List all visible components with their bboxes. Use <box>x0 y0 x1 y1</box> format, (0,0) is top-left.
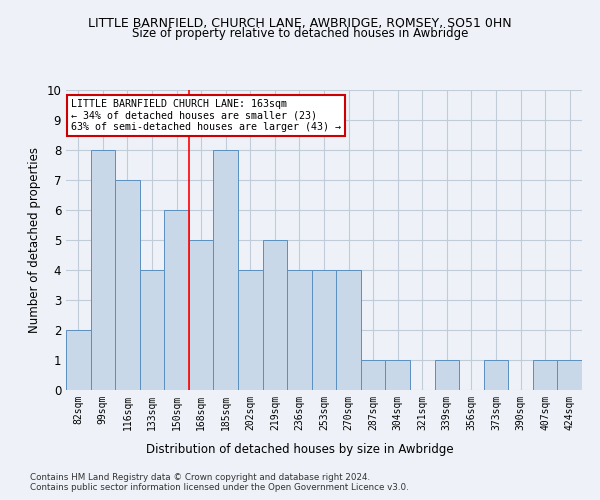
Bar <box>336 270 361 390</box>
Text: Contains public sector information licensed under the Open Government Licence v3: Contains public sector information licen… <box>30 482 409 492</box>
Text: Contains HM Land Registry data © Crown copyright and database right 2024.: Contains HM Land Registry data © Crown c… <box>30 472 370 482</box>
Bar <box>385 360 410 390</box>
Bar <box>557 360 582 390</box>
Bar <box>115 180 140 390</box>
Bar <box>287 270 312 390</box>
Bar <box>238 270 263 390</box>
Bar <box>164 210 189 390</box>
Bar <box>361 360 385 390</box>
Bar <box>484 360 508 390</box>
Y-axis label: Number of detached properties: Number of detached properties <box>28 147 41 333</box>
Bar <box>91 150 115 390</box>
Bar <box>263 240 287 390</box>
Text: Size of property relative to detached houses in Awbridge: Size of property relative to detached ho… <box>132 28 468 40</box>
Bar <box>66 330 91 390</box>
Bar <box>434 360 459 390</box>
Bar <box>533 360 557 390</box>
Bar <box>312 270 336 390</box>
Bar <box>189 240 214 390</box>
Text: LITTLE BARNFIELD CHURCH LANE: 163sqm
← 34% of detached houses are smaller (23)
6: LITTLE BARNFIELD CHURCH LANE: 163sqm ← 3… <box>71 99 341 132</box>
Bar <box>140 270 164 390</box>
Bar <box>214 150 238 390</box>
Text: LITTLE BARNFIELD, CHURCH LANE, AWBRIDGE, ROMSEY, SO51 0HN: LITTLE BARNFIELD, CHURCH LANE, AWBRIDGE,… <box>88 18 512 30</box>
Text: Distribution of detached houses by size in Awbridge: Distribution of detached houses by size … <box>146 442 454 456</box>
